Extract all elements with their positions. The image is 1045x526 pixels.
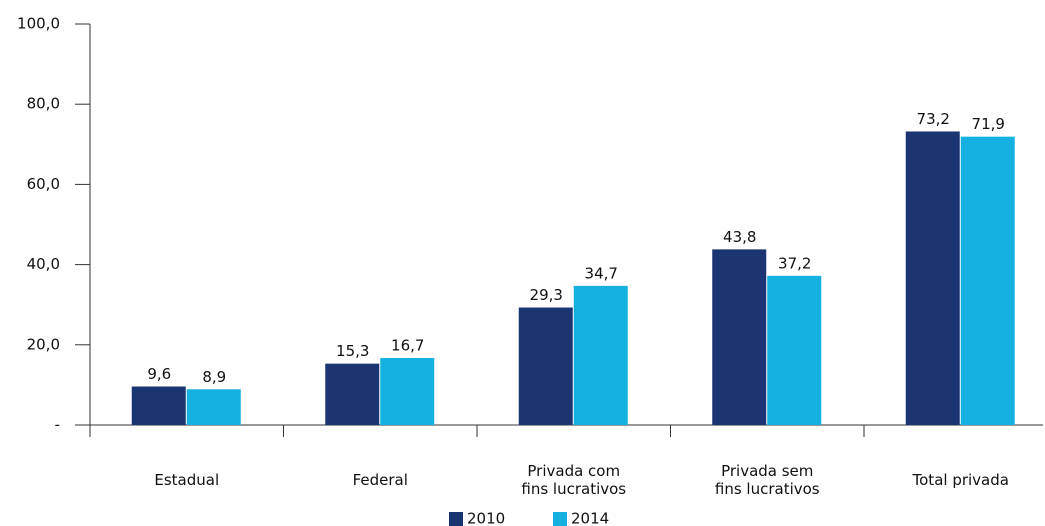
legend-label: 2010 [467,510,505,526]
y-tick-label: 80,0 [27,95,60,113]
value-label: 29,3 [530,286,563,304]
x-tick-label: Privada com fins lucrativos [521,462,626,498]
x-tick-label: Federal [353,471,408,489]
legend-swatch [449,512,463,526]
y-tick-label: 60,0 [27,175,60,193]
legend-swatch [553,512,567,526]
bar [131,386,186,425]
value-label: 16,7 [391,337,424,355]
bar [905,131,960,425]
x-tick-label: Estadual [154,471,219,489]
y-tick-label: 20,0 [27,335,60,353]
y-tick-label: 100,0 [17,15,60,33]
bar [380,358,435,425]
legend-label: 2014 [571,510,609,526]
bar [767,275,822,425]
value-label: 37,2 [778,254,811,272]
value-label: 73,2 [917,110,950,128]
value-label: 8,9 [202,368,226,386]
bar [712,249,767,425]
value-label: 71,9 [972,115,1005,133]
bar [325,363,380,425]
value-label: 15,3 [336,342,369,360]
x-tick-label: Total privada [912,471,1009,489]
bar [960,136,1015,425]
y-tick-label: - [55,416,60,434]
y-tick-label: 40,0 [27,255,60,273]
value-label: 9,6 [147,365,171,383]
bar [573,285,628,425]
x-tick-label: Privada sem fins lucrativos [715,462,820,498]
value-label: 43,8 [723,228,756,246]
value-label: 34,7 [585,264,618,282]
bar [518,307,573,425]
bar [186,389,241,425]
